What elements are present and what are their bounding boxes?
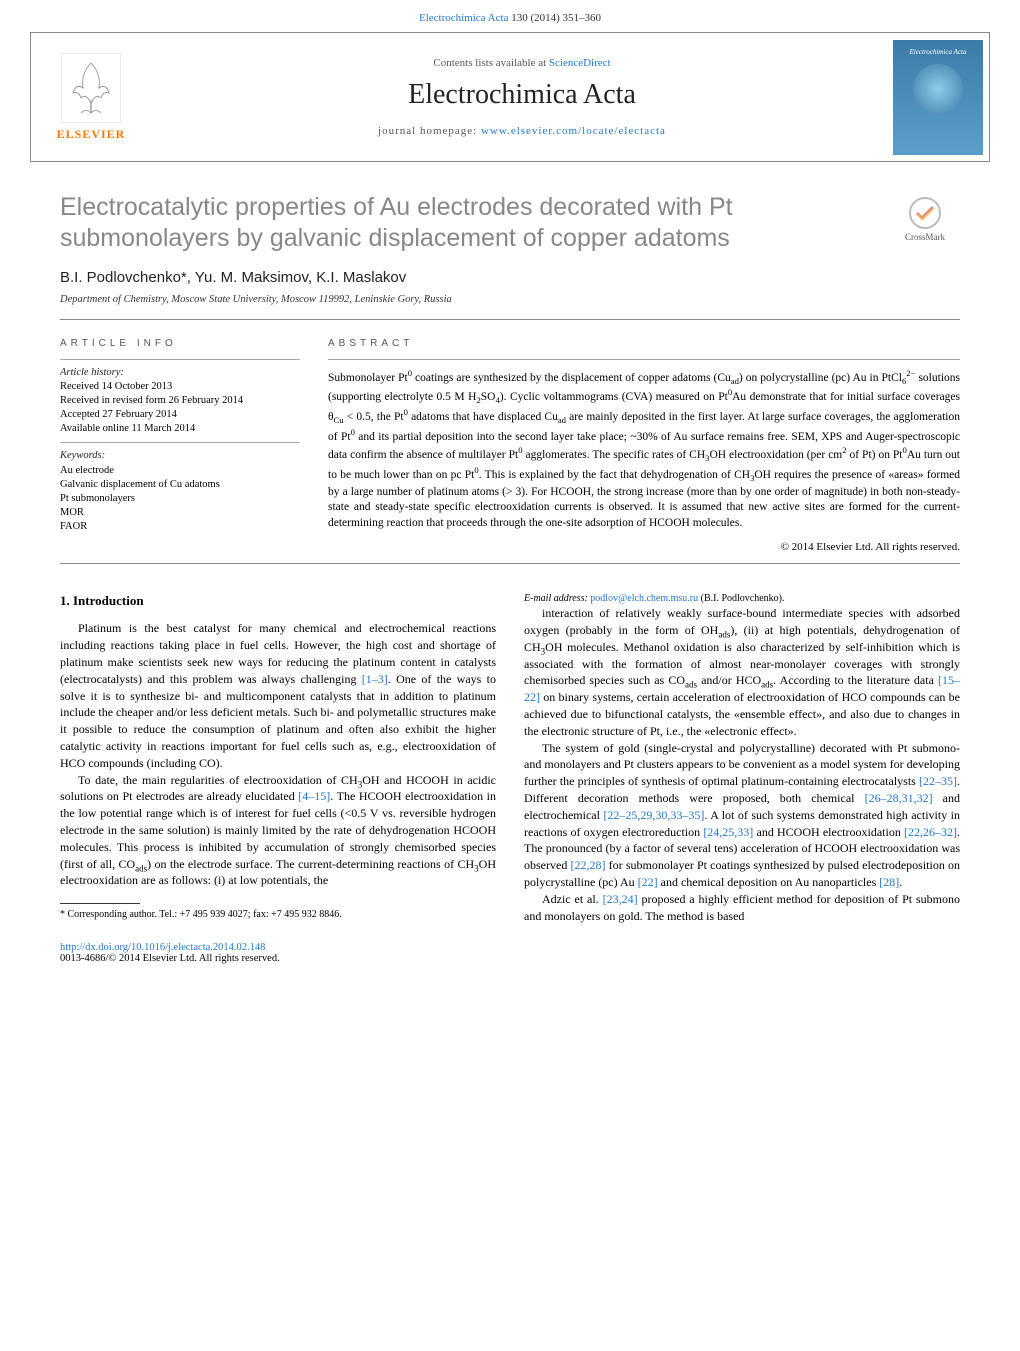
divider (60, 563, 960, 564)
abstract-copyright: © 2014 Elsevier Ltd. All rights reserved… (328, 541, 960, 553)
body-paragraph: To date, the main regularities of electr… (60, 772, 496, 890)
body-paragraph: Platinum is the best catalyst for many c… (60, 620, 496, 771)
article-info-label: ARTICLE INFO (60, 338, 300, 349)
journal-ref-link[interactable]: Electrochimica Acta (419, 12, 508, 24)
citation-link[interactable]: [22,28] (571, 858, 606, 872)
contents-prefix: Contents lists available at (433, 57, 548, 69)
citation-link[interactable]: [22,26–32] (904, 825, 957, 839)
citation-link[interactable]: [15–22] (524, 673, 960, 704)
cover-art-icon (913, 64, 963, 114)
history-header: Article history: (60, 366, 300, 380)
divider (60, 319, 960, 320)
section-heading-intro: 1. Introduction (60, 592, 496, 610)
corresponding-author-footnote: * Corresponding author. Tel.: +7 495 939… (60, 908, 496, 921)
citation-link[interactable]: [23,24] (603, 892, 638, 906)
publisher-logo[interactable]: ELSEVIER (31, 37, 151, 157)
journal-title: Electrochimica Acta (151, 79, 893, 111)
email-suffix: (B.I. Podlovchenko). (698, 593, 784, 604)
publisher-name: ELSEVIER (57, 127, 126, 142)
abstract-text: Submonolayer Pt0 coatings are synthesize… (328, 368, 960, 532)
doi-block: http://dx.doi.org/10.1016/j.electacta.20… (60, 942, 960, 964)
citation-link[interactable]: [1–3] (362, 672, 388, 686)
citation-link[interactable]: [4–15] (298, 789, 330, 803)
citation-link[interactable]: [22–35] (919, 774, 957, 788)
body-paragraph: interaction of relatively weakly surface… (524, 605, 960, 739)
body-paragraph: Adzic et al. [23,24] proposed a highly e… (524, 891, 960, 925)
keywords-header: Keywords: (60, 449, 300, 463)
crossmark-badge[interactable]: CrossMark (890, 196, 960, 242)
citation-link[interactable]: [22–25,29,30,33–35] (603, 808, 704, 822)
author-email-link[interactable]: podlov@elch.chem.msu.ru (590, 593, 698, 604)
crossmark-icon (908, 196, 942, 230)
header-center: Contents lists available at ScienceDirec… (151, 49, 893, 145)
issn-copyright: 0013-4686/© 2014 Elsevier Ltd. All right… (60, 953, 280, 964)
citation-link[interactable]: [22] (638, 875, 658, 889)
email-label: E-mail address: (524, 593, 590, 604)
abstract-label: ABSTRACT (328, 338, 960, 349)
cover-label: Electrochimica Acta (910, 48, 967, 56)
sciencedirect-link[interactable]: ScienceDirect (549, 57, 611, 69)
article-title: Electrocatalytic properties of Au electr… (60, 192, 820, 255)
journal-ref-citation: 130 (2014) 351–360 (511, 12, 601, 24)
authors: B.I. Podlovchenko*, Yu. M. Maksimov, K.I… (60, 269, 960, 286)
article-body: 1. Introduction Platinum is the best cat… (60, 592, 960, 924)
citation-link[interactable]: [28] (879, 875, 899, 889)
citation-link[interactable]: [26–28,31,32] (865, 791, 933, 805)
article-info-column: ARTICLE INFO Article history: Received 1… (60, 338, 300, 554)
citation-link[interactable]: [24,25,33] (703, 825, 753, 839)
body-paragraph: The system of gold (single-crystal and p… (524, 740, 960, 891)
homepage-link[interactable]: www.elsevier.com/locate/electacta (481, 125, 666, 137)
crossmark-label: CrossMark (905, 232, 945, 242)
email-footnote: E-mail address: podlov@elch.chem.msu.ru … (524, 592, 960, 605)
journal-cover-thumbnail[interactable]: Electrochimica Acta (893, 40, 983, 155)
journal-reference: Electrochimica Acta 130 (2014) 351–360 (0, 0, 1020, 32)
affiliation: Department of Chemistry, Moscow State Un… (60, 294, 960, 305)
homepage-prefix: journal homepage: (378, 125, 481, 137)
article-history: Received 14 October 2013Received in revi… (60, 380, 300, 437)
elsevier-tree-icon (61, 53, 121, 123)
abstract-column: ABSTRACT Submonolayer Pt0 coatings are s… (328, 338, 960, 554)
doi-link[interactable]: http://dx.doi.org/10.1016/j.electacta.20… (60, 942, 265, 953)
footnote-separator (60, 903, 140, 904)
keywords-list: Au electrodeGalvanic displacement of Cu … (60, 464, 300, 535)
journal-header: ELSEVIER Contents lists available at Sci… (30, 32, 990, 162)
